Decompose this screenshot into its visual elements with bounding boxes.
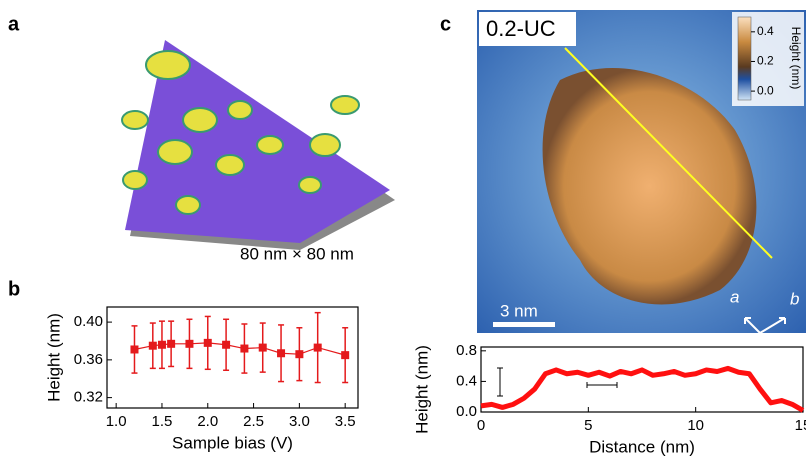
marker bbox=[341, 351, 349, 359]
panel-label: a bbox=[8, 13, 20, 35]
x-tick-label: 1.5 bbox=[152, 413, 173, 430]
marker bbox=[167, 340, 175, 348]
x-tick-label: 1.0 bbox=[106, 413, 127, 430]
marker bbox=[204, 339, 212, 347]
colorbar-tick-label: 0.4 bbox=[757, 24, 774, 38]
profile-line bbox=[481, 368, 803, 410]
marker bbox=[130, 345, 138, 353]
x-tick-label: 3.5 bbox=[335, 413, 356, 430]
y-axis-label: Height (nm) bbox=[44, 313, 63, 402]
sample-label: 0.2-UC bbox=[486, 16, 556, 41]
marker bbox=[295, 350, 303, 358]
y-tick-label: 0.4 bbox=[456, 372, 477, 389]
x-axis-label: Sample bias (V) bbox=[172, 433, 293, 452]
y-axis-label: Height (nm) bbox=[412, 345, 431, 434]
panel-label: b bbox=[8, 278, 20, 300]
topography-3d bbox=[122, 40, 395, 250]
x-tick-label: 5 bbox=[584, 417, 592, 434]
colorbar-tick-label: 0.0 bbox=[757, 83, 774, 97]
marker bbox=[259, 344, 267, 352]
x-tick-label: 0 bbox=[477, 417, 485, 434]
y-tick-label: 0.36 bbox=[74, 351, 103, 368]
colorbar-tick-label: 0.2 bbox=[757, 54, 774, 68]
panel-label: c bbox=[440, 13, 451, 35]
x-tick-label: 2.5 bbox=[243, 413, 264, 430]
marker bbox=[277, 349, 285, 357]
x-tick-label: 15 bbox=[795, 417, 806, 434]
axis-label: b bbox=[790, 289, 799, 308]
x-axis-label: Distance (nm) bbox=[589, 437, 695, 456]
y-tick-label: 0.40 bbox=[74, 313, 103, 330]
scale-bar-label: 3 nm bbox=[500, 301, 538, 320]
y-tick-label: 0.0 bbox=[456, 403, 477, 420]
axis-label: a bbox=[730, 287, 739, 306]
colorbar bbox=[738, 17, 751, 100]
marker bbox=[158, 341, 166, 349]
figure: a b c 80 nm × 80 nm 0.2-UC 3 nm a b Heig… bbox=[0, 0, 806, 473]
marker bbox=[222, 341, 230, 349]
marker bbox=[185, 340, 193, 348]
marker bbox=[149, 342, 157, 350]
plot-frame bbox=[107, 307, 358, 408]
x-tick-label: 3.0 bbox=[289, 413, 310, 430]
y-tick-label: 0.32 bbox=[74, 389, 103, 406]
image-size: 80 nm × 80 nm bbox=[240, 244, 354, 263]
marker bbox=[240, 345, 248, 353]
marker bbox=[314, 344, 322, 352]
x-tick-label: 2.0 bbox=[197, 413, 218, 430]
data-line bbox=[134, 343, 345, 355]
colorbar-title: Height (nm) bbox=[789, 27, 803, 90]
x-tick-label: 10 bbox=[687, 417, 704, 434]
y-tick-label: 0.8 bbox=[456, 342, 477, 359]
